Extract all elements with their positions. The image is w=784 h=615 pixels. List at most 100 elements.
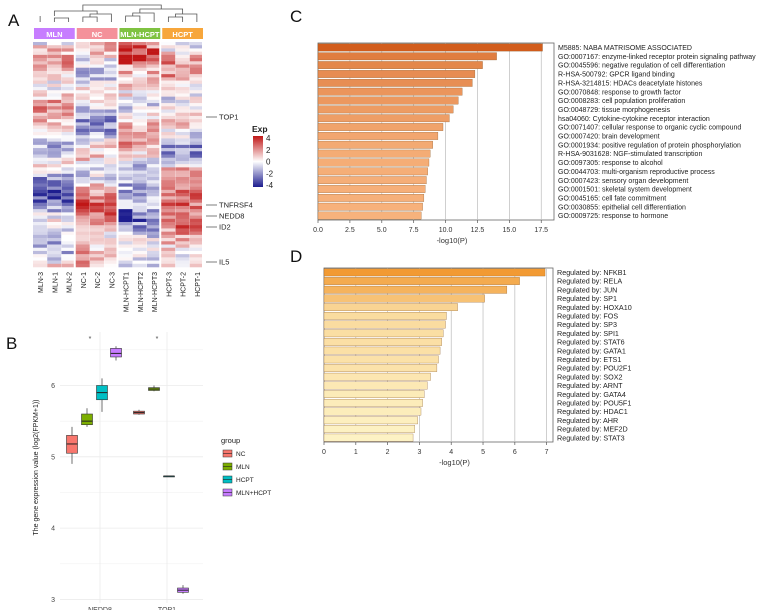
heatmap-cell	[118, 80, 133, 85]
heatmap-cell	[61, 209, 74, 213]
heatmap-cell	[61, 247, 74, 252]
heatmap-cell	[132, 199, 147, 204]
heatmap-cell	[90, 260, 104, 265]
heatmap-cell	[161, 148, 176, 152]
group-bar-mln-hcpt	[119, 28, 161, 39]
heatmap-cell	[33, 103, 47, 107]
heatmap-cell	[75, 157, 90, 162]
heatmap-cell	[47, 231, 62, 236]
heatmap-cell	[47, 83, 62, 88]
heatmap-cell	[33, 254, 47, 258]
heatmap-cell	[118, 90, 133, 94]
heatmap-cell	[161, 173, 176, 178]
heatmap-cell	[118, 160, 133, 165]
heatmap-cell	[47, 244, 62, 249]
heatmap-cell	[189, 74, 202, 78]
heatmap-cell	[61, 231, 74, 236]
heatmap-cell	[132, 164, 147, 168]
heatmap-cell	[147, 115, 160, 120]
heatmap-cell	[47, 70, 62, 75]
heatmap-cell	[175, 96, 190, 101]
heatmap-cell	[189, 93, 202, 97]
heatmap-cell	[147, 157, 160, 162]
bar-label: Regulated by: HOXA10	[557, 303, 632, 312]
bar-label: GO:0045165: cell fate commitment	[558, 195, 666, 202]
column-label: HCPT-3	[166, 272, 173, 297]
heatmap-cell	[132, 257, 147, 261]
heatmap-cell	[33, 119, 47, 123]
dendrogram-branch	[125, 15, 141, 22]
heatmap-cell	[90, 83, 104, 88]
heatmap-cell	[90, 132, 104, 136]
bar-label: GO:0070848: response to growth factor	[558, 89, 682, 96]
heatmap-cell	[47, 193, 62, 197]
heatmap-cell	[75, 254, 90, 258]
heatmap-cell	[189, 106, 202, 110]
x-tick-label: 5	[481, 449, 485, 456]
heatmap-cell	[104, 173, 117, 178]
heatmap-cell	[33, 115, 47, 120]
heatmap-cell	[104, 260, 117, 265]
heatmap-cell	[47, 160, 62, 165]
heatmap-cell	[189, 257, 202, 261]
heatmap-cell	[118, 222, 133, 226]
heatmap-cell	[47, 109, 62, 114]
heatmap-cell	[104, 74, 117, 78]
heatmap-cell	[175, 93, 190, 97]
heatmap-cell	[118, 132, 133, 136]
heatmap-cell	[104, 144, 117, 149]
x-tick-label: 2.5	[345, 227, 355, 234]
heatmap-cell	[118, 54, 133, 59]
heatmap-cell	[161, 254, 176, 258]
heatmap-cell	[104, 193, 117, 197]
heatmap-cell	[47, 167, 62, 171]
bar-label: GO:0097305: response to alcohol	[558, 160, 663, 167]
heatmap-cell	[90, 183, 104, 187]
heatmap-cell	[175, 247, 190, 252]
heatmap-cell	[75, 260, 90, 265]
heatmap-cell	[147, 106, 160, 110]
heatmap-cell	[47, 180, 62, 184]
dendrogram-branch	[53, 10, 98, 16]
heatmap-cell	[118, 74, 133, 78]
heatmap-cell	[90, 225, 104, 229]
heatmap-cell	[161, 199, 176, 204]
heatmap-cell	[61, 218, 74, 223]
group-bar-mln	[34, 28, 75, 39]
heatmap-cell	[90, 212, 104, 216]
heatmap-cell	[47, 67, 62, 72]
heatmap-cell	[147, 96, 160, 101]
heatmap-cell	[118, 67, 133, 72]
heatmap-cell	[118, 154, 133, 159]
heatmap-cell	[118, 231, 133, 236]
heatmap-cell	[104, 64, 117, 69]
bar	[323, 268, 546, 277]
significance-mark: *	[156, 336, 159, 343]
heatmap-cell	[90, 125, 104, 130]
bar	[317, 70, 476, 78]
heatmap-cell	[118, 138, 133, 142]
dendrogram-branch	[82, 4, 162, 11]
bar	[317, 167, 428, 176]
heatmap-cell	[189, 247, 202, 252]
bar-label: M5885: NABA MATRISOME ASSOCIATED	[558, 45, 692, 52]
heatmap-cell	[104, 205, 117, 210]
heatmap-cell	[61, 177, 74, 181]
heatmap-cell	[90, 42, 104, 46]
heatmap-cell	[132, 48, 147, 52]
heatmap-cell	[61, 244, 74, 249]
heatmap-cell	[118, 186, 133, 191]
heatmap-cell	[90, 128, 104, 133]
heatmap-cell	[90, 218, 104, 223]
heatmap-cell	[147, 218, 160, 223]
heatmap-cell	[118, 247, 133, 252]
heatmap-cell	[175, 238, 190, 242]
heatmap-cell	[75, 257, 90, 261]
heatmap-cell	[90, 177, 104, 181]
heatmap-cell	[189, 70, 202, 75]
heatmap-cell	[47, 54, 62, 59]
heatmap-cell	[61, 64, 74, 69]
heatmap-cell	[175, 222, 190, 226]
heatmap-cell	[189, 54, 202, 59]
heatmap-cell	[189, 154, 202, 159]
